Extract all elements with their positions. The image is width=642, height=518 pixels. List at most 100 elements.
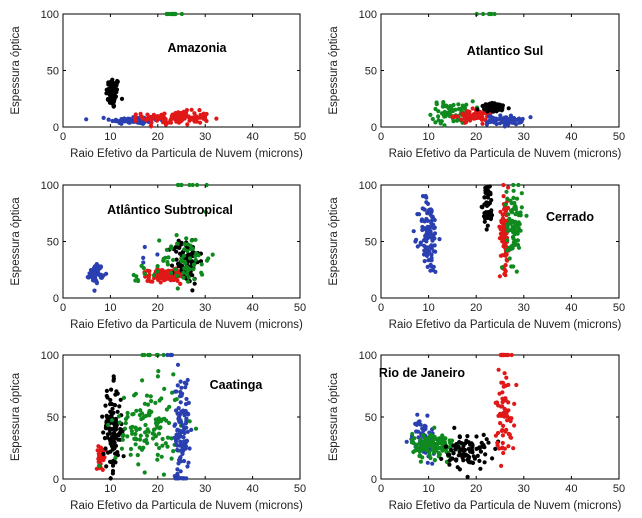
data-point: [449, 438, 455, 443]
data-point: [443, 444, 449, 449]
y-axis-label: Espessura óptica: [10, 372, 22, 461]
data-point: [118, 397, 123, 402]
data-point: [508, 221, 513, 226]
data-point: [425, 264, 430, 269]
data-point: [410, 431, 415, 437]
data-point: [173, 267, 178, 272]
data-point: [146, 429, 151, 434]
data-point: [195, 182, 200, 188]
data-point: [127, 120, 132, 125]
data-point: [178, 430, 183, 435]
data-point: [421, 433, 426, 438]
data-point: [436, 114, 441, 119]
data-point: [513, 207, 519, 212]
data-point: [87, 271, 92, 276]
x-tick-label: 40: [565, 131, 577, 143]
data-point: [104, 464, 109, 469]
data-point: [185, 248, 190, 254]
data-point: [175, 286, 180, 291]
data-point: [172, 435, 177, 440]
data-point: [497, 236, 502, 241]
data-point: [175, 273, 180, 278]
data-point: [432, 231, 438, 236]
data-point: [151, 273, 157, 278]
data-point: [110, 118, 115, 124]
data-point: [484, 200, 489, 205]
data-point: [182, 242, 187, 247]
data-point: [103, 403, 108, 408]
data-point: [496, 117, 501, 122]
data-point: [463, 452, 468, 457]
data-point: [498, 209, 503, 214]
data-point: [502, 211, 508, 216]
data-point: [519, 191, 524, 196]
data-point: [148, 394, 153, 399]
data-point: [500, 433, 505, 438]
data-points: [84, 11, 219, 129]
x-tick-label: 50: [294, 302, 306, 314]
data-point: [187, 256, 193, 261]
data-point: [150, 431, 155, 436]
data-point: [165, 444, 170, 449]
data-point: [113, 455, 118, 460]
data-point: [210, 252, 215, 257]
data-point: [155, 374, 160, 379]
data-point: [462, 120, 467, 125]
data-point: [143, 430, 148, 435]
data-point: [465, 109, 470, 114]
data-point: [153, 400, 158, 405]
data-point: [110, 434, 115, 440]
data-point: [457, 440, 462, 445]
data-point: [482, 219, 487, 224]
data-point: [104, 91, 109, 96]
data-point: [486, 440, 491, 445]
data-point: [164, 247, 169, 252]
panel-title: Cerrado: [546, 210, 594, 224]
data-point: [139, 120, 144, 125]
data-point: [102, 436, 107, 441]
data-point: [489, 198, 494, 203]
data-point: [181, 476, 187, 481]
data-point: [112, 440, 117, 445]
data-point: [474, 434, 479, 439]
data-point: [158, 425, 163, 430]
y-axis-label: Espessura óptica: [328, 197, 340, 286]
data-point: [441, 111, 446, 117]
data-point: [155, 452, 160, 457]
data-point: [500, 440, 505, 446]
data-point: [500, 119, 505, 125]
data-point: [174, 442, 179, 447]
data-point: [157, 398, 162, 403]
data-point: [429, 221, 434, 226]
data-point: [145, 112, 150, 117]
data-point: [175, 411, 180, 416]
data-point: [169, 270, 174, 276]
data-point: [198, 115, 203, 120]
data-point: [513, 238, 518, 244]
data-point: [170, 390, 175, 395]
data-point: [433, 120, 438, 125]
data-point: [175, 182, 180, 188]
data-point: [472, 113, 477, 118]
data-point: [506, 185, 511, 190]
data-point: [492, 117, 497, 122]
data-point: [464, 438, 469, 443]
data-point: [115, 409, 120, 414]
data-point: [105, 450, 111, 455]
data-point: [461, 444, 466, 449]
data-points: [428, 11, 533, 129]
data-point: [496, 367, 501, 372]
data-point: [489, 208, 494, 213]
data-point: [503, 119, 509, 124]
data-point: [510, 246, 515, 251]
data-point: [181, 439, 187, 444]
data-point: [177, 434, 182, 439]
data-point: [185, 268, 190, 273]
data-point: [428, 233, 433, 238]
data-point: [176, 118, 181, 123]
data-point: [411, 449, 416, 455]
data-point: [134, 427, 139, 432]
data-point: [157, 275, 162, 280]
data-point: [480, 121, 485, 126]
data-point: [106, 422, 111, 427]
